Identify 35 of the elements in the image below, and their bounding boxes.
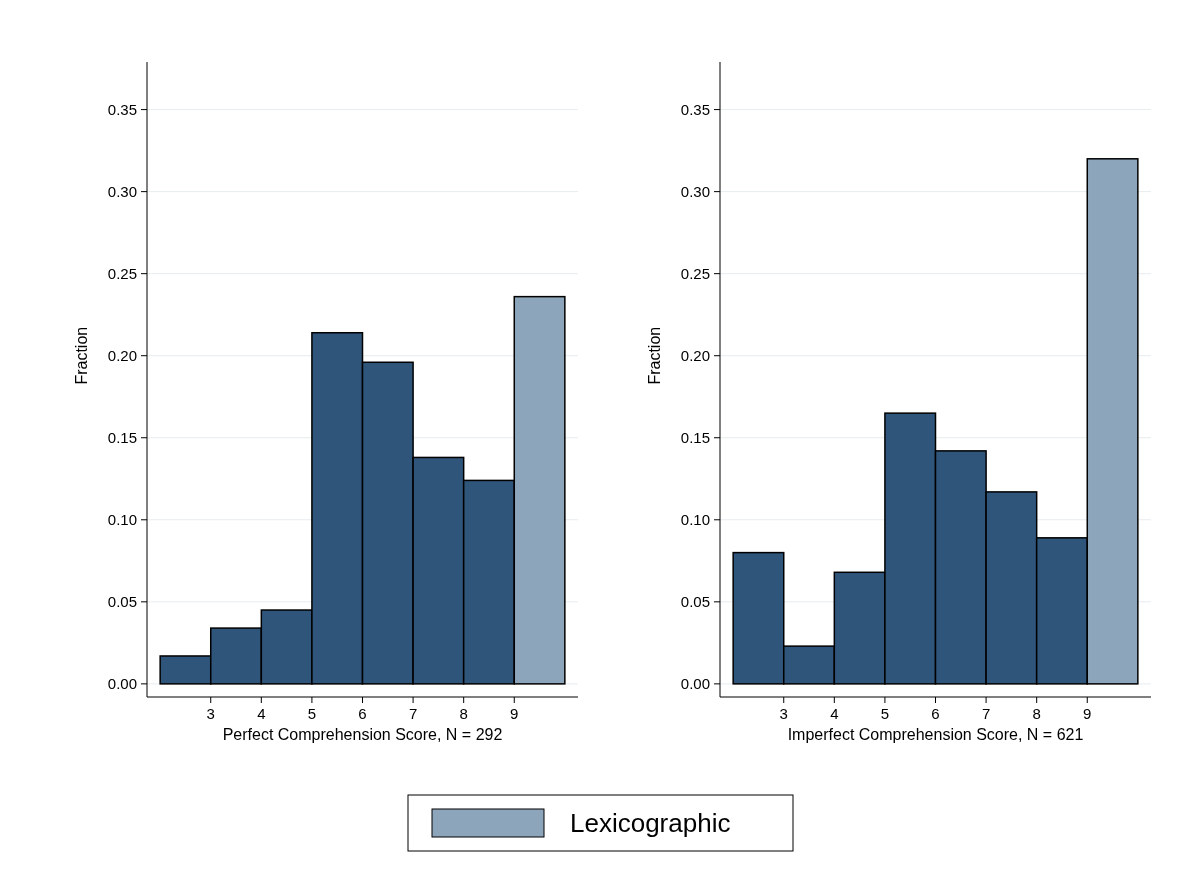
y-axis-title: Fraction bbox=[645, 326, 663, 385]
y-tick-label: 0.05 bbox=[680, 593, 710, 611]
x-tick-label: 5 bbox=[307, 705, 317, 722]
legend-label: Lexicographic bbox=[570, 808, 731, 839]
x-tick-label: 4 bbox=[830, 705, 839, 722]
y-axis-title: Fraction bbox=[72, 326, 90, 385]
y-tick-label: 0.00 bbox=[680, 675, 710, 693]
y-tick-label: 0.35 bbox=[107, 100, 137, 118]
y-tick-label: 0.25 bbox=[680, 264, 710, 282]
x-tick-label: 7 bbox=[981, 705, 991, 722]
x-tick-label: 3 bbox=[206, 705, 215, 722]
y-tick-label: 0.05 bbox=[107, 593, 137, 611]
x-tick-label: 7 bbox=[408, 705, 418, 722]
x-axis-title: Imperfect Comprehension Score, N = 621 bbox=[787, 726, 1084, 743]
x-tick-label: 4 bbox=[257, 705, 266, 722]
x-tick-label: 5 bbox=[880, 705, 890, 722]
y-tick-label: 0.30 bbox=[107, 182, 137, 200]
x-tick-label: 9 bbox=[1083, 705, 1092, 722]
x-tick-label: 8 bbox=[459, 705, 468, 722]
y-tick-label: 0.10 bbox=[680, 511, 710, 529]
y-tick-label: 0.20 bbox=[107, 346, 137, 364]
x-axis-title: Perfect Comprehension Score, N = 292 bbox=[222, 726, 503, 743]
x-tick-label: 3 bbox=[779, 705, 788, 722]
y-tick-label: 0.00 bbox=[107, 675, 137, 693]
y-tick-label: 0.30 bbox=[680, 182, 710, 200]
y-tick-label: 0.15 bbox=[107, 429, 137, 446]
x-tick-label: 9 bbox=[510, 705, 519, 722]
y-tick-label: 0.15 bbox=[680, 429, 710, 446]
y-tick-label: 0.25 bbox=[107, 264, 137, 282]
x-tick-label: 8 bbox=[1032, 705, 1041, 722]
y-tick-label: 0.20 bbox=[680, 346, 710, 364]
y-tick-label: 0.10 bbox=[107, 511, 137, 529]
y-tick-label: 0.35 bbox=[680, 100, 710, 118]
x-tick-label: 6 bbox=[358, 705, 367, 722]
x-tick-label: 6 bbox=[931, 705, 940, 722]
